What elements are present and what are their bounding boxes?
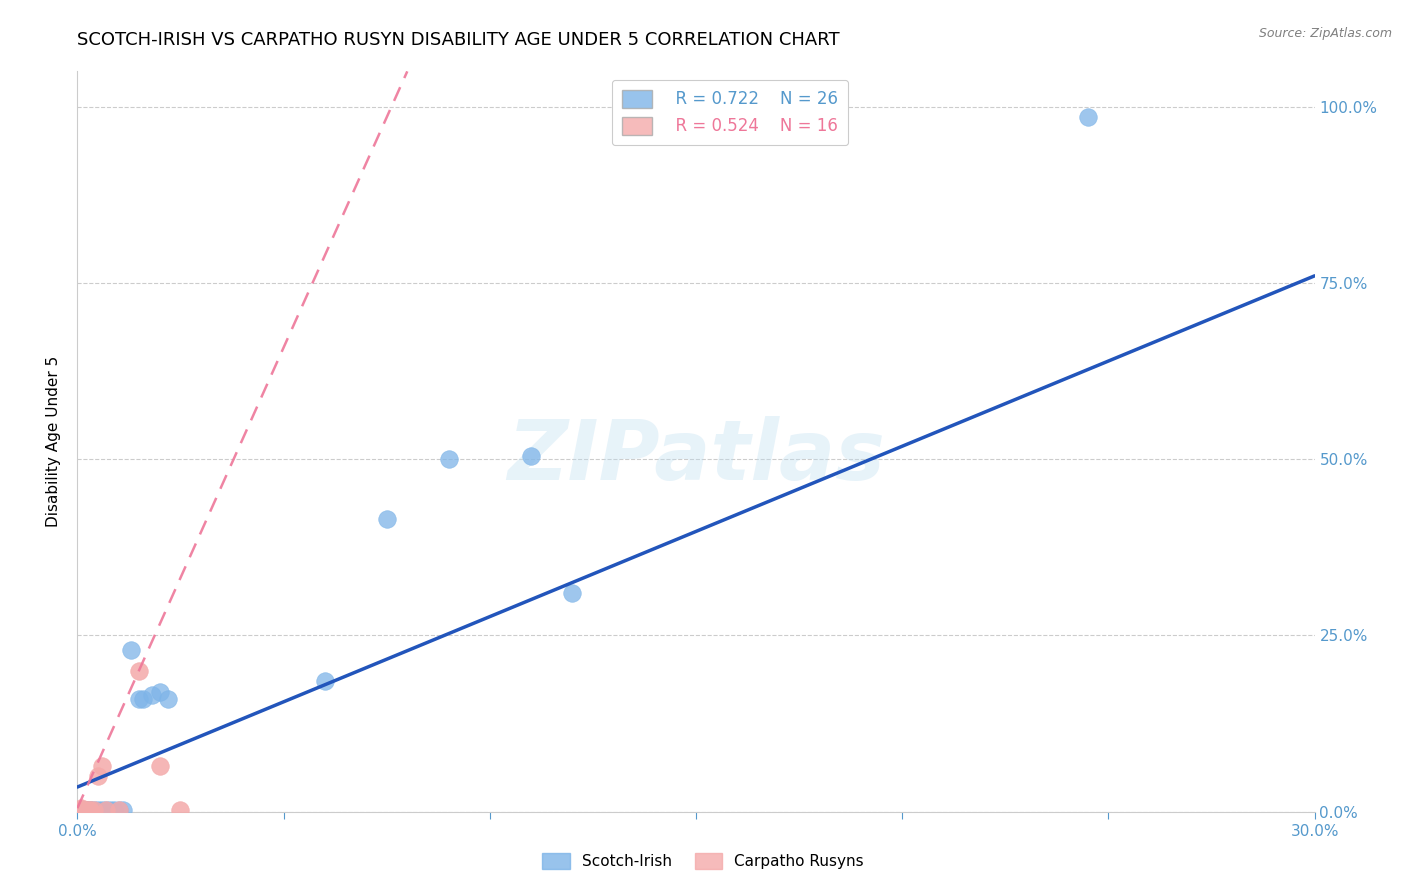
Point [149, 685, 172, 699]
Point [375, 512, 398, 526]
Point [70, 802, 93, 816]
Point [120, 642, 142, 657]
Point [70, 801, 93, 815]
Point [79, 803, 101, 817]
Point [561, 586, 583, 600]
Point [520, 449, 543, 463]
Point [169, 803, 191, 817]
Point [79, 803, 101, 817]
Point [70, 803, 93, 817]
Point [79, 803, 101, 817]
Point [70, 803, 93, 817]
Point [314, 674, 336, 689]
Point [96, 803, 118, 817]
Point [141, 689, 163, 703]
Point [87, 803, 110, 817]
Text: Source: ZipAtlas.com: Source: ZipAtlas.com [1258, 27, 1392, 40]
Point [70, 803, 93, 817]
Point [132, 692, 155, 706]
Point [70, 803, 93, 817]
Point [149, 759, 172, 773]
Point [98, 803, 121, 817]
Point [128, 692, 150, 706]
Point [91, 803, 114, 817]
Text: ZIPatlas: ZIPatlas [508, 416, 884, 497]
Y-axis label: Disability Age Under 5: Disability Age Under 5 [46, 356, 62, 527]
Point [107, 803, 129, 817]
Point [96, 803, 118, 817]
Legend:   R = 0.722    N = 26,   R = 0.524    N = 16: R = 0.722 N = 26, R = 0.524 N = 16 [612, 79, 848, 145]
Point [103, 803, 125, 817]
Legend: Scotch-Irish, Carpatho Rusyns: Scotch-Irish, Carpatho Rusyns [536, 847, 870, 875]
Point [87, 769, 110, 783]
Point [83, 803, 105, 817]
Point [437, 452, 460, 467]
Point [1077, 110, 1099, 124]
Point [128, 664, 150, 678]
Point [75, 803, 97, 817]
Point [111, 803, 134, 817]
Point [157, 692, 180, 706]
Point [75, 803, 97, 817]
Point [91, 759, 114, 773]
Point [107, 803, 129, 817]
Point [83, 803, 105, 817]
Point [75, 803, 97, 817]
Point [75, 803, 97, 817]
Point [79, 803, 101, 817]
Text: SCOTCH-IRISH VS CARPATHO RUSYN DISABILITY AGE UNDER 5 CORRELATION CHART: SCOTCH-IRISH VS CARPATHO RUSYN DISABILIT… [77, 31, 839, 49]
